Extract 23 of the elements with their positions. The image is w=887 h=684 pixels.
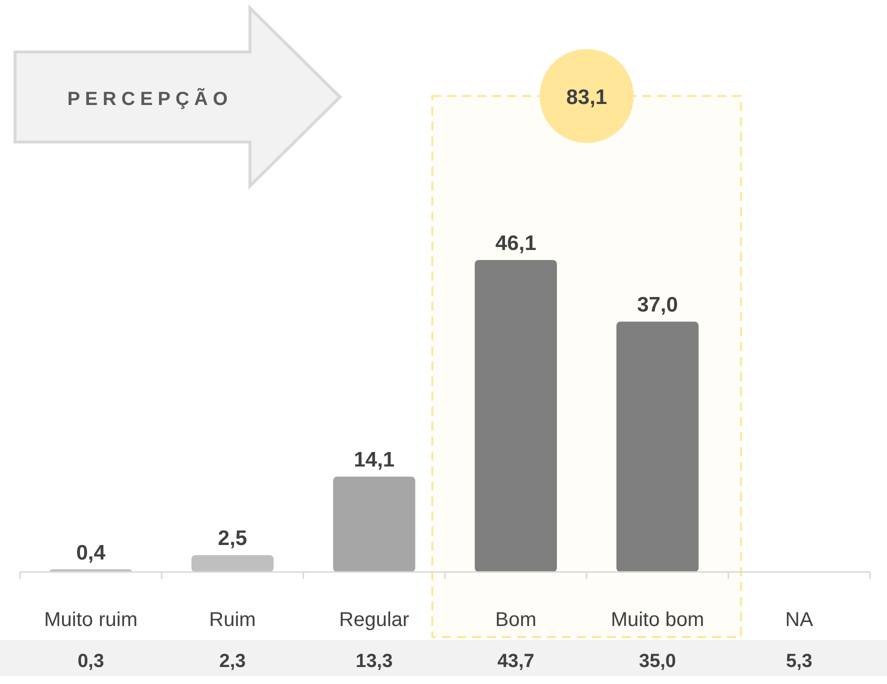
x-tick-label: NA — [785, 609, 814, 631]
bar — [191, 555, 274, 572]
bar — [616, 322, 699, 572]
text: 0,3 — [78, 651, 104, 672]
text: 13,3 — [356, 651, 393, 672]
data-label: 37,0 — [637, 294, 678, 317]
text: 5,3 — [786, 651, 812, 672]
band-label: 83,1 — [566, 86, 608, 109]
x-tick-label: Muito bom — [610, 609, 704, 631]
data-label: 46,1 — [495, 232, 537, 255]
x-tick-label: Regular — [339, 609, 410, 631]
text: 2,3 — [219, 651, 246, 672]
text: 35,0 — [639, 651, 676, 672]
data-label: 2,5 — [218, 527, 248, 550]
data-label: 0,4 — [76, 541, 106, 564]
text: PERCEPÇÃO — [67, 88, 233, 110]
text: 43,7 — [497, 651, 534, 672]
x-tick-label: Bom — [495, 609, 536, 631]
bar — [474, 260, 557, 572]
bar — [333, 476, 416, 572]
data-label: 14,1 — [354, 448, 395, 472]
x-tick-label: Ruim — [209, 609, 256, 631]
x-tick-label: Muito ruim — [44, 609, 138, 631]
